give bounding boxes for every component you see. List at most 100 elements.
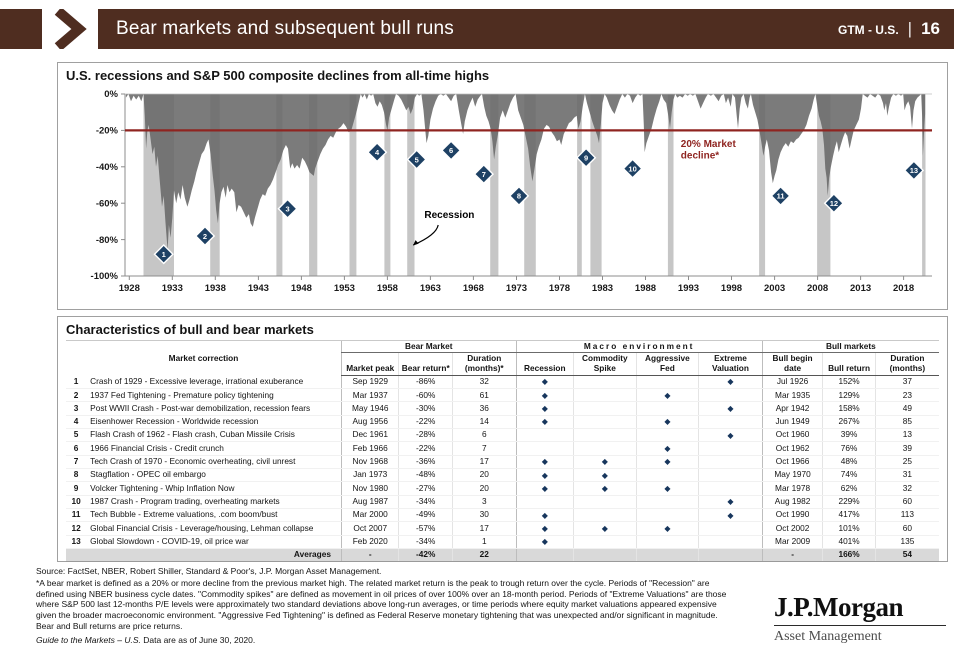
cell-extreme-valuation-flag (698, 535, 763, 549)
cell-aggressive-fed-flag (635, 375, 699, 390)
recession-band (524, 94, 536, 276)
chart-marker-3: 3 (277, 198, 298, 219)
cell-recession-flag (515, 441, 574, 456)
cell-market-correction: Tech Bubble - Extreme valuations, .com b… (86, 508, 342, 523)
recession-band (577, 94, 582, 276)
cell-extreme-valuation-flag (698, 455, 763, 470)
cell-aggressive-fed-flag (635, 508, 699, 523)
page-number: 16 (921, 19, 940, 38)
svg-text:0%: 0% (104, 89, 118, 100)
cell-commodity-spike-flag: ◆ (573, 521, 637, 536)
cell-average-recession (515, 547, 574, 563)
footnote-text: *A bear market is defined as a 20% or mo… (36, 577, 727, 631)
chart-marker-10: 10 (622, 158, 643, 179)
cell-commodity-spike-flag: ◆ (573, 468, 637, 483)
svg-text:1968: 1968 (463, 283, 484, 294)
svg-text:1993: 1993 (678, 283, 699, 294)
chart-title: U.S. recessions and S&P 500 composite de… (66, 68, 490, 83)
cell-recession-flag (515, 495, 574, 509)
cell-bull-return: 62% (822, 481, 876, 496)
svg-text:2003: 2003 (764, 283, 785, 294)
cell-bear-duration: 36 (451, 401, 517, 416)
cell-recession-flag: ◆ (515, 388, 574, 403)
recession-band (759, 94, 766, 276)
gtm-label: GTM - U.S. (837, 23, 899, 37)
page-title: Bear markets and subsequent bull runs (116, 18, 454, 39)
chart-marker-5: 5 (406, 149, 427, 170)
cell-bull-begin-date: Oct 2002 (761, 521, 823, 536)
cell-market-correction: Crash of 1929 - Excessive leverage, irra… (86, 375, 342, 390)
cell-commodity-spike-flag (573, 375, 637, 390)
cell-row-number: 3 (66, 401, 87, 416)
cell-average-aggressive-fed (635, 547, 699, 563)
cell-market-correction: Post WWII Crash - Post-war demobilizatio… (86, 401, 342, 416)
cell-bear-return: -49% (398, 508, 453, 523)
cell-market-correction: Flash Crash of 1962 - Flash crash, Cuban… (86, 428, 342, 443)
cell-recession-flag: ◆ (515, 415, 574, 430)
cell-commodity-spike-flag: ◆ (573, 455, 637, 470)
cell-market-correction: 1937 Fed Tightening - Premature policy t… (86, 388, 342, 403)
col-header-bear-return: Bear return* (398, 352, 453, 376)
svg-text:9: 9 (584, 154, 588, 163)
cell-commodity-spike-flag: ◆ (573, 481, 637, 496)
cell-bear-return: -86% (398, 375, 453, 390)
cell-aggressive-fed-flag (635, 468, 699, 483)
cell-market-correction: Global Financial Crisis - Leverage/housi… (86, 521, 342, 536)
chart-axes (121, 93, 932, 280)
averages-row: Averages - -42% 22-166% 54 (66, 547, 939, 563)
table-row: 1 Crash of 1929 - Excessive leverage, irr… (66, 375, 939, 390)
table-row: 9 Volcker Tightening - Whip Inflation Now… (66, 481, 939, 496)
cell-bull-begin-date: Mar 1935 (761, 388, 823, 403)
chart-marker-1: 1 (153, 244, 174, 265)
cell-bear-duration: 14 (451, 415, 517, 430)
recession-bands (143, 94, 926, 276)
svg-text:1938: 1938 (205, 283, 226, 294)
cell-bear-duration: 20 (451, 468, 517, 483)
svg-text:3: 3 (286, 205, 290, 214)
cell-bull-return: 48% (822, 455, 876, 470)
cell-bear-duration: 17 (451, 521, 517, 536)
table-row: 10 1987 Crash - Program trading, overheat… (66, 495, 939, 509)
table-row: 11 Tech Bubble - Extreme valuations, .com… (66, 508, 939, 523)
cell-aggressive-fed-flag: ◆ (635, 388, 699, 403)
svg-text:-80%: -80% (96, 235, 119, 246)
col-header-recession: Recession (515, 352, 574, 376)
cell-market-correction: Eisenhower Recession - Worldwide recessi… (86, 415, 342, 430)
cell-extreme-valuation-flag: ◆ (698, 401, 763, 416)
svg-text:-40%: -40% (96, 162, 119, 173)
cell-bull-duration: 39 (874, 441, 939, 456)
cell-average-extreme-valuation (698, 547, 763, 563)
cell-averages-label: Averages (66, 547, 342, 563)
cell-commodity-spike-flag (573, 428, 637, 443)
cell-bull-return: 76% (822, 441, 876, 456)
cell-bull-duration: 60 (874, 521, 939, 536)
cell-row-number: 12 (66, 521, 87, 536)
table-row: 13 Global Slowdown - COVID-19, oil price … (66, 535, 939, 549)
cell-average-market-peak: - (340, 547, 399, 563)
cell-market-peak: May 1946 (340, 401, 399, 416)
recession-band (922, 94, 926, 276)
cell-bear-duration: 1 (451, 535, 517, 549)
svg-text:-100%: -100% (91, 271, 119, 282)
cell-bull-duration: 113 (874, 508, 939, 523)
chevron-right-icon (54, 9, 87, 49)
cell-market-correction: Tech Crash of 1970 - Economic overheatin… (86, 455, 342, 470)
col-header-commodity-spike: Commodity Spike (573, 352, 637, 376)
recession-band (143, 94, 174, 276)
cell-bull-begin-date: Oct 1990 (761, 508, 823, 523)
source-line: Source: FactSet, NBER, Robert Shiller, S… (36, 566, 382, 576)
cell-bull-return: 417% (822, 508, 876, 523)
cell-bull-return: 401% (822, 535, 876, 549)
col-header-market-peak: Market peak (340, 352, 399, 376)
cell-commodity-spike-flag (573, 415, 637, 430)
recession-band (309, 94, 318, 276)
cell-market-correction: 1987 Crash - Program trading, overheatin… (86, 495, 342, 509)
cell-recession-flag: ◆ (515, 375, 574, 390)
group-header-bear-market: Bear Market (340, 339, 517, 354)
col-header-aggressive-fed: Aggressive Fed (635, 352, 699, 376)
svg-text:1988: 1988 (635, 283, 656, 294)
svg-text:5: 5 (415, 155, 419, 164)
cell-aggressive-fed-flag: ◆ (635, 415, 699, 430)
svg-text:1983: 1983 (592, 283, 613, 294)
cell-recession-flag: ◆ (515, 481, 574, 496)
